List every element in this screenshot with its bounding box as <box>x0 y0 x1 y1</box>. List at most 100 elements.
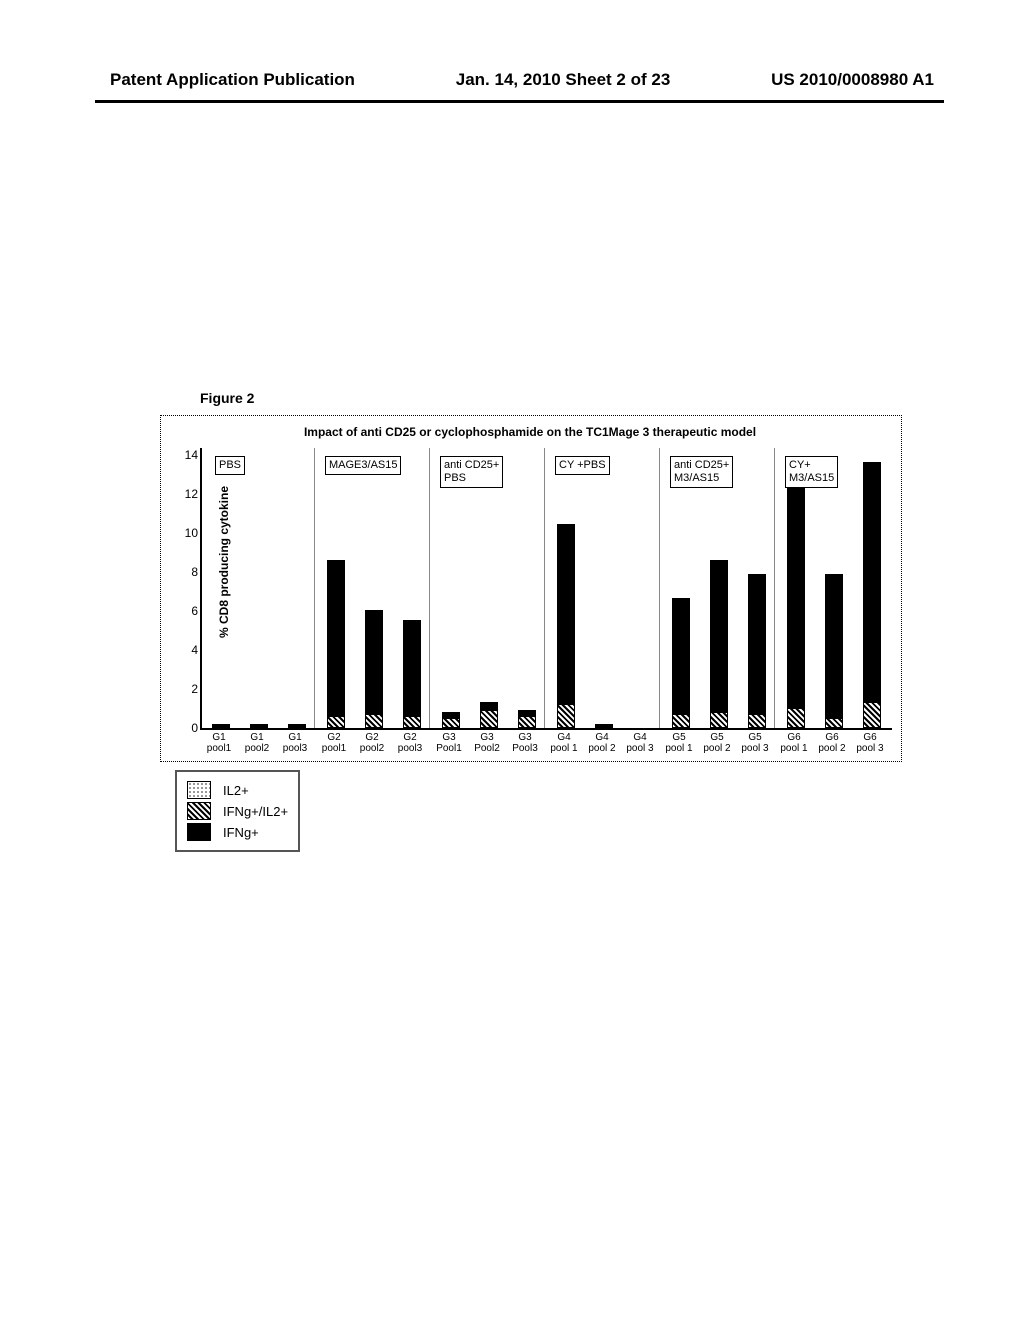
x-label: G3 Pool3 <box>506 732 544 754</box>
x-label: G6 pool 2 <box>813 732 851 754</box>
bar-seg-mix <box>442 718 460 728</box>
bar-seg-mix <box>518 716 536 728</box>
bar-seg-mix <box>825 718 843 728</box>
bar-seg-mix <box>748 714 766 728</box>
bar-seg-mix <box>403 716 421 728</box>
x-label: G6 pool 3 <box>851 732 889 754</box>
group-divider <box>314 448 315 728</box>
group-divider <box>774 448 775 728</box>
legend-label: IFNg+ <box>223 825 259 840</box>
bar <box>365 610 383 728</box>
bar-seg-mix <box>250 726 268 728</box>
y-tick: 4 <box>173 643 198 657</box>
header-center: Jan. 14, 2010 Sheet 2 of 23 <box>456 70 671 90</box>
bar-seg-ifng <box>327 560 345 716</box>
header-underline <box>95 100 944 103</box>
bar <box>288 724 306 728</box>
bar-seg-ifng <box>825 574 843 718</box>
x-label: G2 pool2 <box>353 732 391 754</box>
x-label: G2 pool3 <box>391 732 429 754</box>
bar <box>212 724 230 728</box>
bar-seg-ifng <box>365 610 383 714</box>
y-ticks: 0 2 4 6 8 10 12 14 <box>172 448 200 728</box>
bar-seg-mix <box>863 702 881 728</box>
bar-seg-mix <box>557 704 575 728</box>
bar-seg-ifng <box>557 524 575 704</box>
header-left: Patent Application Publication <box>110 70 355 90</box>
group-label: anti CD25+ PBS <box>440 456 503 488</box>
bar-seg-ifng <box>672 598 690 714</box>
bar-seg-ifng <box>710 560 728 712</box>
legend: IL2+ IFNg+/IL2+ IFNg+ <box>175 770 300 852</box>
bar <box>250 724 268 728</box>
bar <box>442 712 460 728</box>
bar-seg-mix <box>288 726 306 728</box>
x-label: G6 pool 1 <box>775 732 813 754</box>
group-label: CY+ M3/AS15 <box>785 456 838 488</box>
bar <box>518 710 536 728</box>
header-row: Patent Application Publication Jan. 14, … <box>110 70 934 90</box>
y-tick: 8 <box>173 565 198 579</box>
bar-seg-mix <box>480 710 498 728</box>
x-label: G5 pool 2 <box>698 732 736 754</box>
x-label: G2 pool1 <box>315 732 353 754</box>
bar-seg-mix <box>787 708 805 728</box>
x-label: G4 pool 2 <box>583 732 621 754</box>
bar-seg-ifng <box>787 488 805 708</box>
y-tick: 14 <box>173 448 198 462</box>
legend-swatch-mix <box>187 802 211 820</box>
bar <box>557 524 575 728</box>
legend-row: IL2+ <box>187 781 288 799</box>
bar-seg-mix <box>365 714 383 728</box>
group-label: anti CD25+ M3/AS15 <box>670 456 733 488</box>
figure-label: Figure 2 <box>200 390 254 406</box>
legend-row: IFNg+/IL2+ <box>187 802 288 820</box>
bar-seg-ifng <box>863 462 881 702</box>
legend-row: IFNg+ <box>187 823 288 841</box>
x-label: G4 pool 3 <box>621 732 659 754</box>
bar-seg-ifng <box>403 620 421 716</box>
x-label: G1 pool3 <box>276 732 314 754</box>
y-tick: 6 <box>173 604 198 618</box>
bar <box>327 560 345 728</box>
x-label: G4 pool 1 <box>545 732 583 754</box>
bar-seg-mix <box>327 716 345 728</box>
group-divider <box>544 448 545 728</box>
x-label: G3 Pool1 <box>430 732 468 754</box>
bar <box>787 488 805 728</box>
group-label: MAGE3/AS15 <box>325 456 401 475</box>
bar-seg-mix <box>710 712 728 728</box>
bar <box>863 462 881 728</box>
chart-title: Impact of anti CD25 or cyclophosphamide … <box>160 425 900 439</box>
group-divider <box>659 448 660 728</box>
bar <box>403 620 421 728</box>
bar <box>825 574 843 728</box>
header-right: US 2010/0008980 A1 <box>771 70 934 90</box>
x-label: G1 pool1 <box>200 732 238 754</box>
bars-container <box>200 448 892 730</box>
legend-label: IFNg+/IL2+ <box>223 804 288 819</box>
group-label: PBS <box>215 456 245 475</box>
group-divider <box>429 448 430 728</box>
bar-seg-ifng <box>480 702 498 710</box>
bar <box>748 574 766 728</box>
page: Patent Application Publication Jan. 14, … <box>0 0 1024 1320</box>
bar <box>710 560 728 728</box>
bar-seg-ifng <box>748 574 766 714</box>
bar-seg-mix <box>595 726 613 728</box>
legend-label: IL2+ <box>223 783 249 798</box>
x-label: G3 Pool2 <box>468 732 506 754</box>
y-tick: 0 <box>173 721 198 735</box>
x-label: G1 pool2 <box>238 732 276 754</box>
y-tick: 12 <box>173 487 198 501</box>
bar <box>672 598 690 728</box>
x-label: G5 pool 3 <box>736 732 774 754</box>
group-label: CY +PBS <box>555 456 610 475</box>
bar-seg-mix <box>212 726 230 728</box>
legend-swatch-il2 <box>187 781 211 799</box>
legend-swatch-ifng <box>187 823 211 841</box>
bar-seg-mix <box>672 714 690 728</box>
y-tick: 10 <box>173 526 198 540</box>
bar <box>595 724 613 728</box>
bar <box>480 702 498 728</box>
